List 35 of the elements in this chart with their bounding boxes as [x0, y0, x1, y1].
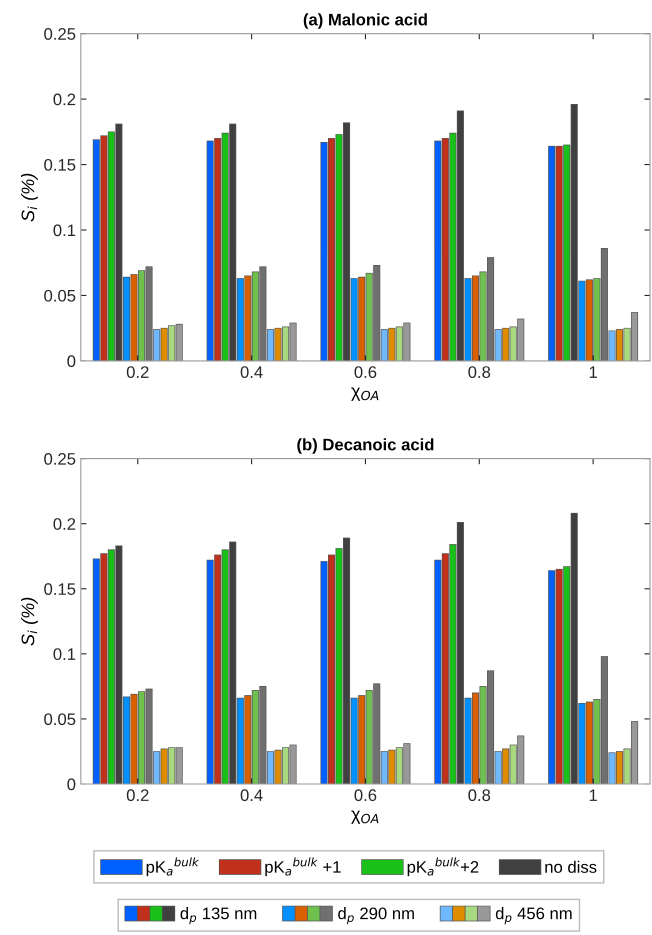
x-tick-label: 0.6: [354, 789, 376, 802]
y-tick-label: 0.2: [53, 518, 76, 530]
x-tick-label: 1: [590, 789, 597, 801]
chart-title: (b) Decanoic acid: [297, 438, 434, 454]
legend-label: pK$_{a}$$^{bulk}$ +1: [265, 857, 341, 876]
y-tick-label: 0.15: [44, 583, 76, 595]
x-axis-title: χ$_{OA}$: [351, 387, 378, 401]
x-axis-title: χ$_{OA}$: [351, 810, 378, 824]
x-tick-label: 0.8: [468, 789, 490, 802]
x-tick-label: 0.2: [126, 366, 149, 378]
y-tick-label: 0.05: [44, 290, 76, 302]
legend-label: pK$_{a}$$^{bulk}$: [146, 857, 200, 876]
y-tick-label: 0: [67, 355, 76, 368]
text: d$_{p}$ 456 nm: [496, 907, 572, 924]
y-tick-label: 0.2: [53, 94, 76, 106]
y-axis-title: S$_{i}$ (%): [21, 174, 38, 222]
x-tick-label: 0.4: [240, 366, 263, 378]
y-axis-title: S$_{i}$ (%): [21, 598, 38, 646]
x-tick-label: 0.8: [468, 366, 490, 378]
y-tick-label: 0.25: [44, 28, 76, 40]
y-tick-label: 0: [67, 778, 76, 790]
y-tick-label: 0.1: [53, 648, 76, 660]
text: d$_{p}$ 135 nm: [180, 907, 256, 924]
legend-label: no diss: [545, 860, 596, 873]
y-tick-label: 0.05: [44, 713, 76, 726]
y-tick-label: 0.1: [53, 224, 76, 236]
y-tick-label: 0.25: [44, 453, 76, 465]
x-tick-label: 0.2: [126, 789, 149, 802]
x-tick-label: 1: [590, 366, 597, 378]
legend-label: pK$_{a}$$^{bulk}$+2: [408, 857, 478, 876]
x-tick-label: 0.6: [354, 366, 376, 378]
x-tick-label: 0.4: [240, 789, 263, 802]
y-tick-label: 0.15: [44, 158, 76, 171]
chart-title: (a) Malonic acid: [304, 13, 427, 29]
text: d$_{p}$ 290 nm: [338, 907, 414, 924]
